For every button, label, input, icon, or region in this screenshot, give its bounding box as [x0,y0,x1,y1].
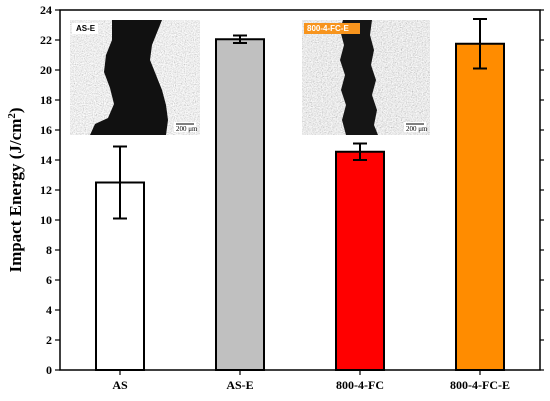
y-tick-label: 2 [46,333,52,347]
y-tick-label: 16 [40,123,52,137]
inset-crack-band [90,20,168,135]
inset-label-bg [304,23,360,34]
y-tick-label: 20 [40,63,52,77]
bar [455,42,505,371]
y-axis-title-sup: 2 [6,113,18,119]
y-tick-label: 18 [40,93,52,107]
bar [335,150,385,371]
bars-layer [95,18,505,371]
y-axis-title: Impact Energy (J/cm2) [6,107,25,272]
scale-bar-label: 200 μm [406,125,428,133]
scale-bar-bg [174,122,196,132]
y-tick-label: 4 [46,303,52,317]
y-tick-label: 0 [46,363,52,377]
y-axis-title-close: ) [6,107,25,113]
inset-crack-band [340,20,378,135]
scale-bar-label: 200 μm [176,125,198,133]
inset-label: AS-E [76,24,96,33]
y-tick-label: 12 [40,183,52,197]
y-tick-label: 8 [46,243,52,257]
x-tick-label: 800-4-FC [336,378,384,392]
scale-bar-bg [404,122,426,132]
y-tick-label: 24 [40,3,52,17]
y-tick-label: 14 [40,153,52,167]
inset-micrograph-as-e: AS-E 200 μm [70,20,200,135]
x-axis: AS AS-E 800-4-FC 800-4-FC-E [112,370,510,392]
y-tick-label: 10 [40,213,52,227]
inset-micrograph-800-4-fc-e: 800-4-FC-E 200 μm [302,20,430,135]
y-axis-title-main: Impact Energy (J/cm [6,119,25,273]
x-tick-label: AS [112,378,128,392]
inset-label-bg [72,23,98,34]
bar [215,38,265,371]
x-tick-label: AS-E [226,378,253,392]
x-tick-label: 800-4-FC-E [450,378,510,392]
y-tick-label: 22 [40,33,52,47]
inset-label: 800-4-FC-E [307,24,349,33]
y-tick-label: 6 [46,273,52,287]
